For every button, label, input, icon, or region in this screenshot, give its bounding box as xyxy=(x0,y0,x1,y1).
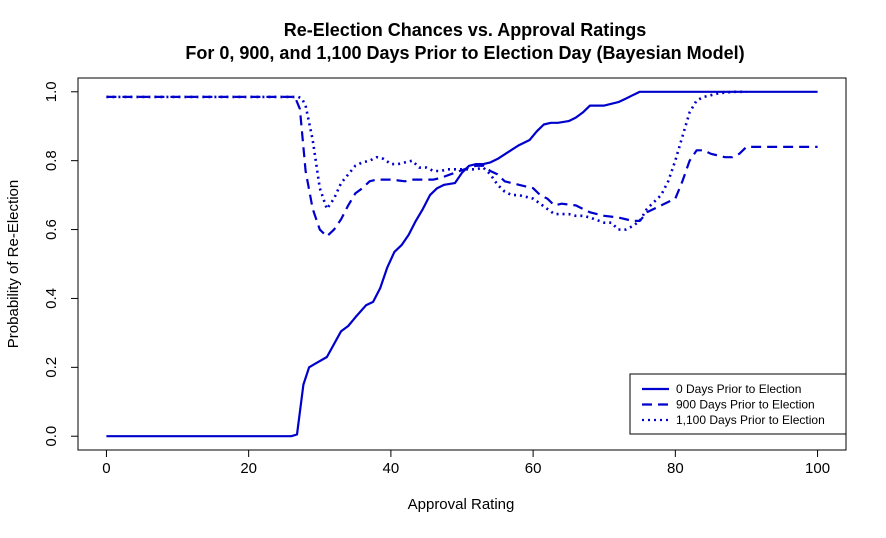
y-axis-label: Probability of Re-Election xyxy=(5,180,22,348)
series-line-dotted xyxy=(106,90,747,231)
x-axis-label: Approval Rating xyxy=(408,496,515,513)
series-layer xyxy=(106,90,818,438)
x-tick-label: 80 xyxy=(667,460,684,477)
x-tick-label: 20 xyxy=(240,460,257,477)
legend: 0 Days Prior to Election 900 Days Prior t… xyxy=(629,373,847,435)
x-tick-label: 0 xyxy=(102,460,110,477)
x-axis: 0 20 40 60 80 100 xyxy=(102,449,830,477)
y-tick-label: 0.8 xyxy=(43,150,60,171)
y-tick-label: 0.4 xyxy=(43,288,60,309)
series-line-solid xyxy=(106,90,818,438)
x-tick-label: 60 xyxy=(525,460,542,477)
y-tick-label: 0.2 xyxy=(43,357,60,378)
x-tick-label: 40 xyxy=(383,460,400,477)
x-tick-label: 100 xyxy=(805,460,830,477)
chart-subtitle: For 0, 900, and 1,100 Days Prior to Elec… xyxy=(185,43,744,63)
y-tick-label: 1.0 xyxy=(43,81,60,102)
legend-label: 1,100 Days Prior to Election xyxy=(676,413,825,427)
legend-label: 900 Days Prior to Election xyxy=(676,398,815,412)
legend-label: 0 Days Prior to Election xyxy=(676,382,801,396)
y-tick-label: 0.6 xyxy=(43,219,60,240)
chart-title: Re-Election Chances vs. Approval Ratings xyxy=(284,20,646,40)
y-tick-label: 0.0 xyxy=(43,426,60,447)
y-axis: 0.0 0.2 0.4 0.6 0.8 1.0 xyxy=(43,81,79,447)
series-line-dashed xyxy=(106,95,818,238)
